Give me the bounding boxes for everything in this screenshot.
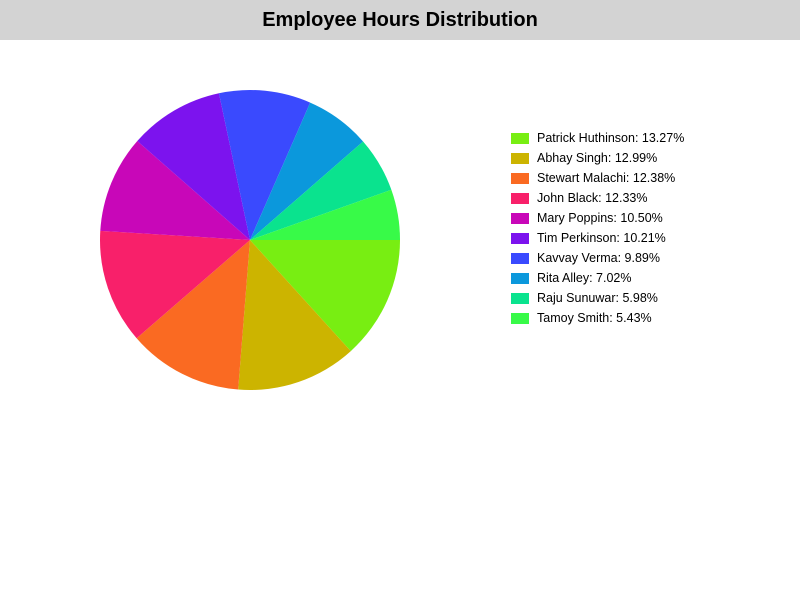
legend-item: Stewart Malachi: 12.38% — [511, 168, 684, 188]
pie-slice-2 — [136, 240, 250, 390]
legend-label: Kavvay Verma: 9.89% — [537, 251, 660, 265]
legend-item: Abhay Singh: 12.99% — [511, 148, 684, 168]
pie-slice-9 — [250, 189, 400, 240]
legend-item: Mary Poppins: 10.50% — [511, 208, 684, 228]
legend-swatch — [511, 172, 529, 184]
legend-label: Abhay Singh: 12.99% — [537, 151, 658, 165]
legend-item: John Black: 12.33% — [511, 188, 684, 208]
title-bar: Employee Hours Distribution — [0, 0, 800, 40]
pie-slice-7 — [250, 102, 364, 240]
legend-swatch — [511, 192, 529, 204]
legend-swatch — [511, 252, 529, 264]
legend-label: Patrick Huthinson: 13.27% — [537, 131, 685, 145]
legend-label: Mary Poppins: 10.50% — [537, 211, 663, 225]
legend-label: John Black: 12.33% — [537, 191, 648, 205]
legend-item: Tim Perkinson: 10.21% — [511, 228, 684, 248]
pie-slice-3 — [100, 230, 250, 339]
legend-item: Kavvay Verma: 9.89% — [511, 248, 684, 268]
legend-label: Raju Sunuwar: 5.98% — [537, 291, 658, 305]
pie-slice-6 — [218, 89, 311, 240]
legend-swatch — [511, 232, 529, 244]
legend-swatch — [511, 312, 529, 324]
pie-slice-0 — [250, 240, 400, 352]
pie-slice-4 — [100, 141, 250, 240]
pie-chart — [100, 89, 400, 390]
pie-slice-8 — [250, 141, 392, 240]
legend-swatch — [511, 272, 529, 284]
legend-swatch — [511, 212, 529, 224]
legend-label: Tamoy Smith: 5.43% — [537, 311, 652, 325]
pie-slice-1 — [238, 240, 351, 390]
legend-label: Rita Alley: 7.02% — [537, 271, 632, 285]
legend-item: Tamoy Smith: 5.43% — [511, 308, 684, 328]
chart-title: Employee Hours Distribution — [262, 8, 538, 31]
legend-swatch — [511, 132, 529, 144]
legend-label: Tim Perkinson: 10.21% — [537, 231, 666, 245]
legend-item: Raju Sunuwar: 5.98% — [511, 288, 684, 308]
pie-slice-5 — [137, 93, 250, 240]
legend-item: Rita Alley: 7.02% — [511, 268, 684, 288]
legend-item: Patrick Huthinson: 13.27% — [511, 128, 684, 148]
legend-label: Stewart Malachi: 12.38% — [537, 171, 676, 185]
legend: Patrick Huthinson: 13.27% Abhay Singh: 12… — [511, 128, 684, 328]
legend-swatch — [511, 292, 529, 304]
legend-swatch — [511, 152, 529, 164]
